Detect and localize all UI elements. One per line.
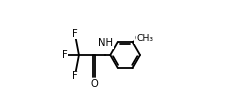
Text: NH: NH (98, 38, 113, 48)
Text: F: F (72, 29, 77, 38)
Text: CH₃: CH₃ (137, 34, 154, 43)
Text: F: F (72, 72, 77, 81)
Text: O: O (135, 34, 142, 43)
Text: O: O (90, 79, 98, 89)
Text: F: F (62, 50, 68, 60)
